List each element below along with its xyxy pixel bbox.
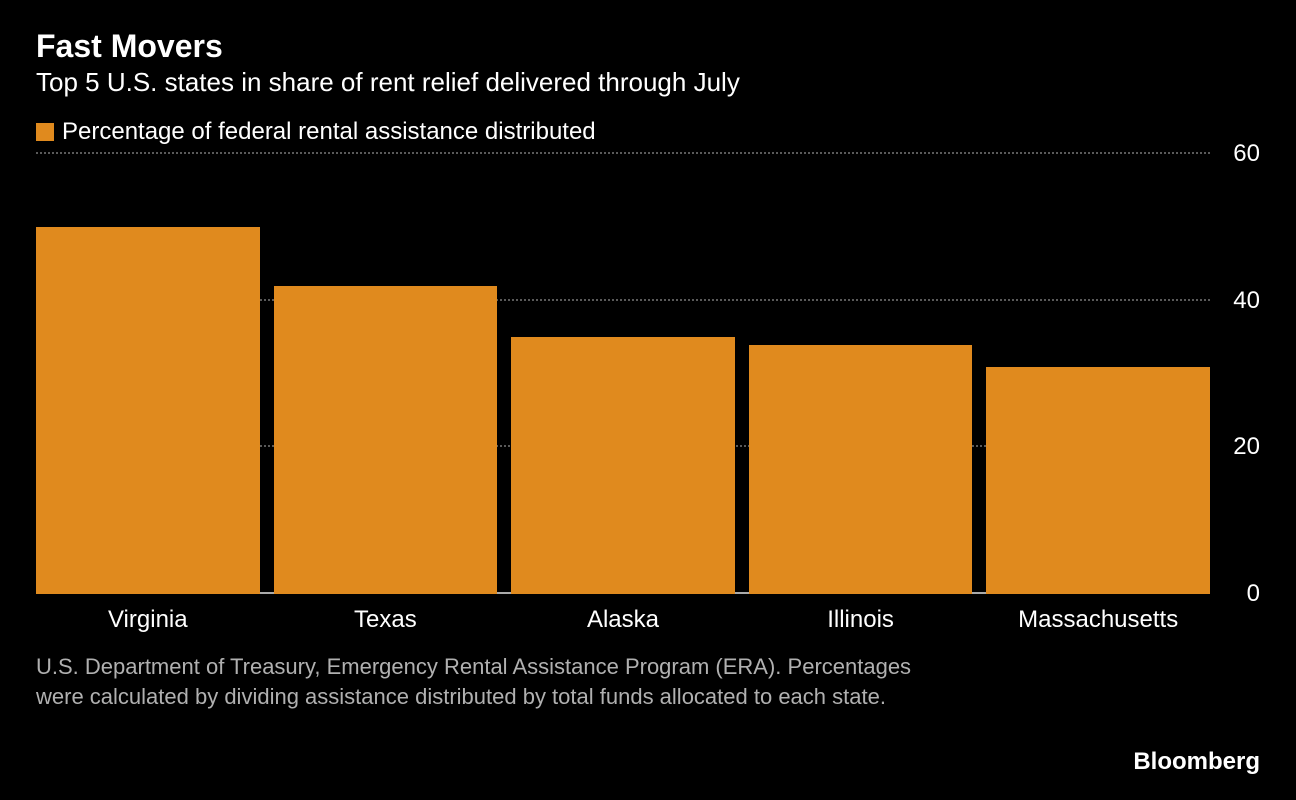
bar-texas [274,286,498,594]
chart-footnote: U.S. Department of Treasury, Emergency R… [36,652,936,711]
y-tick-label: 60 [1220,140,1260,168]
chart-legend: Percentage of federal rental assistance … [36,118,1260,146]
bar-massachusetts [986,367,1210,594]
brand-label: Bloomberg [1133,748,1260,776]
bar-slot [36,154,260,594]
bar-slot [986,154,1210,594]
legend-swatch [36,123,54,141]
x-tick-label: Alaska [511,606,735,634]
legend-label: Percentage of federal rental assistance … [62,118,596,146]
chart-title: Fast Movers [36,28,1260,65]
bar-alaska [511,337,735,594]
y-tick-label: 20 [1220,433,1260,461]
bar-illinois [749,345,973,594]
y-tick-label: 0 [1220,580,1260,608]
x-tick-label: Texas [274,606,498,634]
chart-subtitle: Top 5 U.S. states in share of rent relie… [36,67,1260,98]
bar-virginia [36,227,260,594]
bar-slot [511,154,735,594]
x-tick-label: Virginia [36,606,260,634]
chart-plot-area: 0204060 [36,154,1210,594]
x-tick-label: Massachusetts [986,606,1210,634]
y-tick-label: 40 [1220,287,1260,315]
x-axis-labels: Virginia Texas Alaska Illinois Massachusetts [36,606,1210,634]
bar-slot [749,154,973,594]
x-tick-label: Illinois [749,606,973,634]
bar-slot [274,154,498,594]
